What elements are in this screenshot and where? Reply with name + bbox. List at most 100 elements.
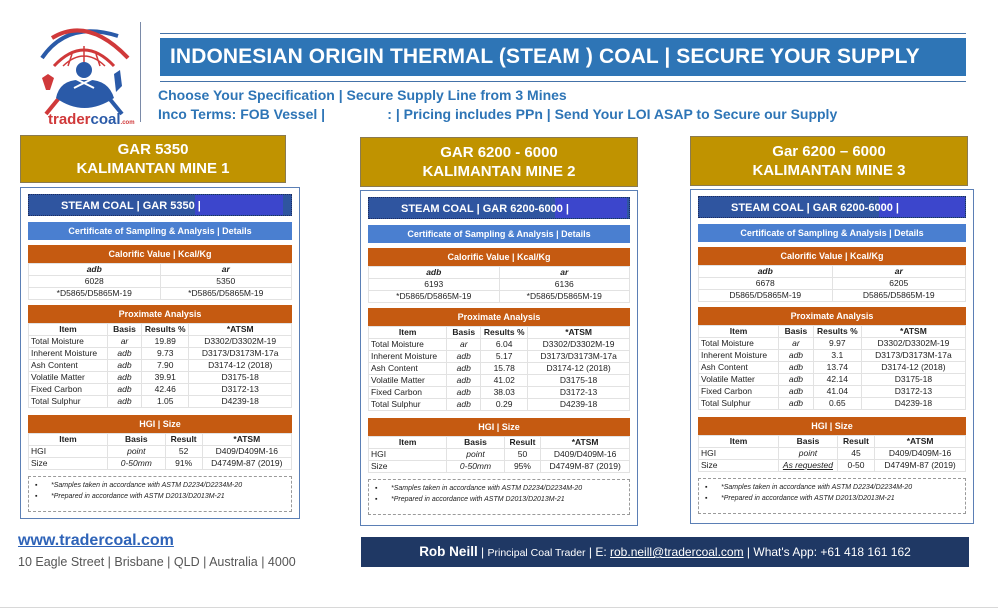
- col-atsm: *ATSM: [540, 436, 630, 449]
- mine-1-proximate-table: Item Basis Results % *ATSM Total Moistur…: [28, 323, 292, 408]
- contact-bar: Rob Neill | Principal Coal Trader | E: r…: [361, 537, 969, 567]
- cell: adb: [446, 386, 482, 399]
- cell: Fixed Carbon: [697, 385, 780, 398]
- mine-1-steam-label: STEAM COAL | GAR 5350 |: [61, 200, 201, 212]
- bullet-icon: ▪: [705, 495, 708, 502]
- email-link[interactable]: rob.neill@tradercoal.com: [610, 545, 744, 559]
- svg-text:tradercoal.com: tradercoal.com: [48, 111, 135, 128]
- cell: Volatile Matter: [367, 374, 448, 387]
- note: *Samples taken in accordance with ASTM D…: [391, 485, 583, 492]
- cell: 13.74: [812, 361, 862, 374]
- mine-3-gar: Gar 6200 – 6000: [772, 143, 886, 160]
- bullet-icon: ▪: [705, 484, 708, 491]
- cell: HGI: [697, 447, 780, 460]
- cell: Fixed Carbon: [28, 383, 108, 396]
- cell: Size: [367, 460, 448, 473]
- table-row: HGI point 50 D409/D409M-16: [367, 448, 630, 461]
- col-basis: Basis: [778, 435, 838, 448]
- cell: D3172-13: [188, 383, 292, 396]
- cell: adb: [446, 362, 482, 375]
- cell: Inherent Moisture: [28, 347, 108, 360]
- cell: Total Sulphur: [28, 395, 108, 408]
- cell: D409/D409M-16: [201, 445, 293, 458]
- cell: D3172-13: [527, 386, 630, 399]
- tradercoal-logo: tradercoal.com: [28, 18, 140, 128]
- cell: D3175-18: [527, 374, 630, 387]
- ar-standard: D5865/D5865M-19: [831, 289, 966, 302]
- cell: Inherent Moisture: [697, 349, 780, 362]
- separator: |: [477, 545, 488, 559]
- cell: Ash Content: [367, 362, 448, 375]
- cell: 7.90: [141, 359, 190, 372]
- cell: 19.89: [141, 335, 190, 348]
- cell: 91%: [164, 457, 203, 470]
- mine-1-hgi-title: HGI | Size: [28, 415, 292, 433]
- table-row: Volatile Matter adb 39.91 D3175-18: [28, 371, 292, 384]
- mine-2-gar: GAR 6200 - 6000: [440, 144, 558, 161]
- cell: 0-50: [836, 459, 876, 472]
- cell: Size: [28, 457, 108, 470]
- cell: Total Moisture: [28, 335, 108, 348]
- col-basis: Basis: [778, 325, 814, 338]
- col-results: Results %: [141, 323, 190, 336]
- col-results: Results %: [812, 325, 862, 338]
- cell: 41.02: [480, 374, 529, 387]
- col-result: Result: [503, 436, 542, 449]
- mine-3-header: Gar 6200 – 6000 KALIMANTAN MINE 3: [690, 136, 968, 186]
- table-row: Size As requested 0-50 D4749M-87 (2019): [697, 459, 966, 472]
- cell: 6.04: [480, 338, 529, 351]
- mine-2-name: KALIMANTAN MINE 2: [422, 163, 576, 180]
- adb-header: adb: [28, 263, 161, 276]
- cell: adb: [778, 361, 814, 374]
- subtitle-inco-terms: Inco Terms: FOB Vessel | : | Pricing inc…: [158, 106, 838, 122]
- mine-3-notes: ▪ *Samples taken in accordance with ASTM …: [698, 478, 966, 514]
- mine-1-cert-bar: Certificate of Sampling & Analysis | Det…: [28, 222, 292, 240]
- cell: 39.91: [141, 371, 190, 384]
- adb-standard: *D5865/D5865M-19: [368, 290, 500, 303]
- note: *Prepared in accordance with ASTM D2013/…: [51, 493, 225, 500]
- mine-1-proximate-title: Proximate Analysis: [28, 305, 292, 323]
- website-link[interactable]: www.tradercoal.com: [18, 532, 174, 549]
- col-atsm: *ATSM: [188, 323, 292, 336]
- mine-2-hgi-title: HGI | Size: [368, 418, 630, 436]
- table-row: Size 0-50mm 95% D4749M-87 (2019): [367, 460, 630, 473]
- ar-header: ar: [159, 263, 292, 276]
- table-row: Ash Content adb 7.90 D3174-12 (2018): [28, 359, 292, 372]
- col-result: Result: [836, 435, 876, 448]
- cell: 15.78: [480, 362, 529, 375]
- cell: ar: [446, 338, 482, 351]
- cell: adb: [778, 349, 814, 362]
- cell: adb: [106, 383, 143, 396]
- col-basis: Basis: [106, 433, 166, 446]
- mine-3-calorific-table: adb ar 6678 6205 D5865/D5865M-19 D5865/D586…: [698, 265, 966, 302]
- table-row: Inherent Moisture adb 9.73 D3173/D3173M-17a: [28, 347, 292, 360]
- cell: 0.65: [812, 397, 862, 410]
- table-row: Ash Content adb 15.78 D3174-12 (2018): [367, 362, 630, 375]
- bullet-icon: ▪: [375, 496, 378, 503]
- mine-2-steam-bar: STEAM COAL | GAR 6200-6000 |: [368, 197, 630, 219]
- cell: Total Sulphur: [367, 398, 448, 411]
- col-results: Results %: [480, 326, 529, 339]
- mine-1-steam-bar: STEAM COAL | GAR 5350 |: [28, 194, 292, 216]
- cell: HGI: [367, 448, 448, 461]
- logo-divider: [140, 22, 141, 122]
- mine-2-proximate-title: Proximate Analysis: [368, 308, 630, 326]
- cell: 42.46: [141, 383, 190, 396]
- mine-2-card: STEAM COAL | GAR 6200-6000 | Certificate…: [360, 190, 638, 526]
- whatsapp-phone: | What's App: +61 418 161 162: [743, 545, 911, 559]
- adb-header: adb: [368, 266, 500, 279]
- table-row: Inherent Moisture adb 3.1 D3173/D3173M-17a: [697, 349, 967, 362]
- cell: 3.1: [812, 349, 862, 362]
- col-basis: Basis: [106, 323, 143, 336]
- mine-1-gar: GAR 5350: [117, 141, 189, 158]
- table-row: Fixed Carbon adb 42.46 D3172-13: [28, 383, 292, 396]
- cell: adb: [446, 350, 482, 363]
- adb-value: 6678: [698, 277, 833, 290]
- mine-3-steam-label: STEAM COAL | GAR 6200-6000 |: [731, 202, 899, 214]
- cell: adb: [106, 347, 143, 360]
- logo-emblem-icon: tradercoal.com: [40, 28, 135, 128]
- cell: D409/D409M-16: [540, 448, 630, 461]
- cell: 45: [836, 447, 876, 460]
- adb-header: adb: [698, 265, 833, 278]
- ar-value: 6205: [831, 277, 966, 290]
